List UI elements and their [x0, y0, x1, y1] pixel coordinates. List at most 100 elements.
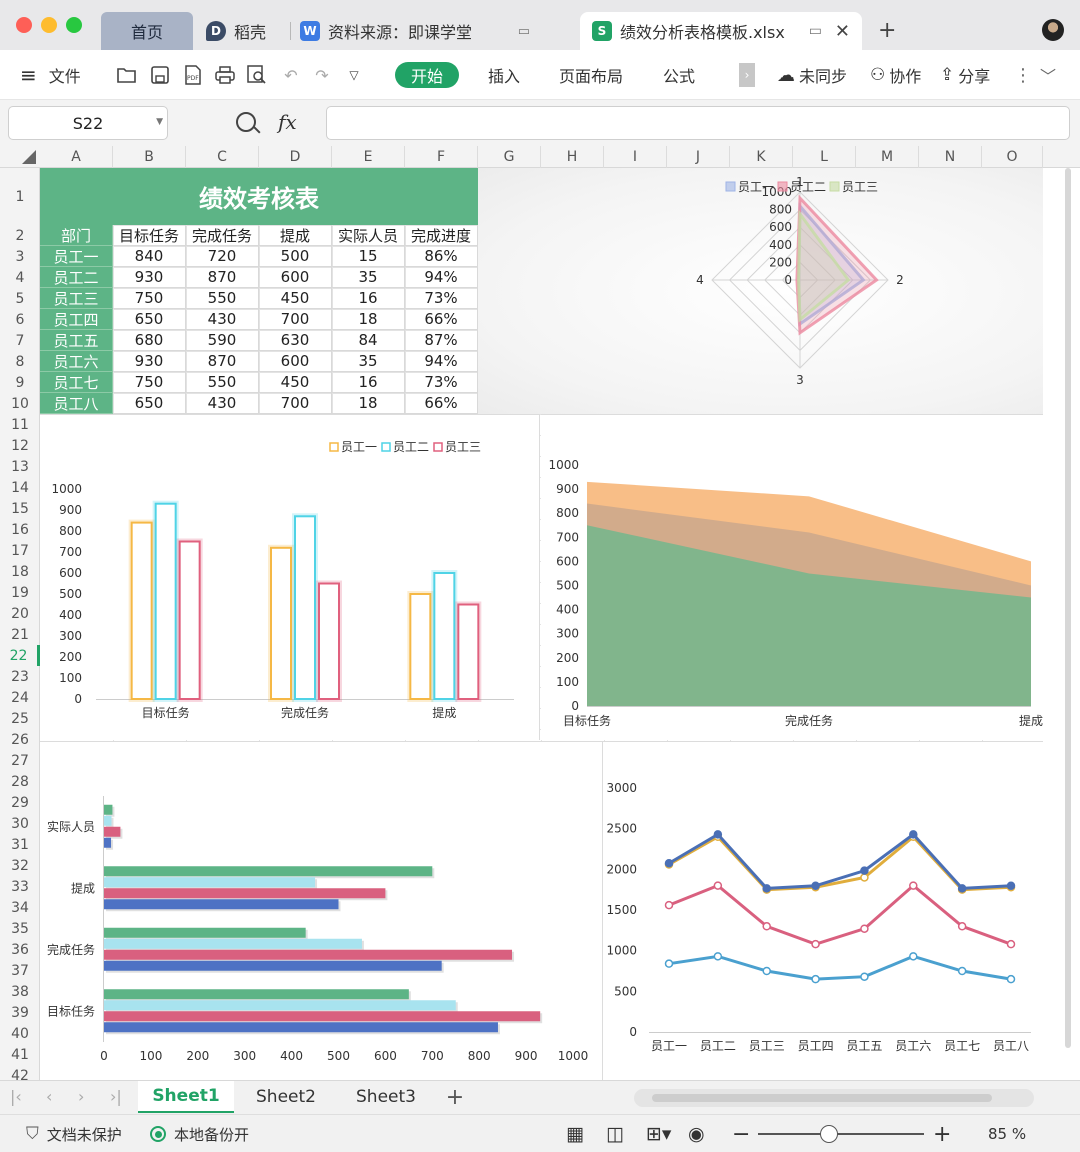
monitor-icon[interactable]: ▭: [808, 23, 822, 39]
name-box[interactable]: S22 ▼: [8, 106, 168, 140]
column-header[interactable]: J: [667, 146, 730, 168]
print-preview-icon[interactable]: [246, 64, 268, 86]
table-cell[interactable]: 66%: [405, 393, 478, 414]
normal-view-icon[interactable]: ▦: [566, 1123, 584, 1145]
tab-home[interactable]: 首页: [101, 12, 193, 50]
row-header[interactable]: 23: [11, 668, 29, 685]
share-button[interactable]: ⇪ 分享: [940, 50, 990, 100]
table-header-cell[interactable]: 目标任务: [113, 225, 186, 246]
table-cell[interactable]: 18: [332, 309, 405, 330]
row-header[interactable]: 1: [15, 188, 25, 205]
column-header[interactable]: O: [982, 146, 1043, 168]
column-chart[interactable]: 0 100 200 300 400 500 600 700 800 900 1000 目标任务 完成任务…: [40, 414, 540, 740]
column-header[interactable]: E: [332, 146, 405, 168]
table-title[interactable]: 绩效考核表: [40, 168, 478, 225]
table-cell[interactable]: 87%: [405, 330, 478, 351]
tab-workbook[interactable]: S 绩效分析表格模板.xlsx ▭ ✕: [580, 12, 862, 50]
row-header[interactable]: 33: [11, 878, 29, 895]
table-cell[interactable]: 650: [113, 393, 186, 414]
tab-page-layout[interactable]: 页面布局: [559, 67, 624, 86]
table-cell[interactable]: 15: [332, 246, 405, 267]
table-header-cell[interactable]: 完成任务: [186, 225, 259, 246]
row-header[interactable]: 35: [11, 920, 29, 937]
row-header[interactable]: 37: [11, 962, 29, 979]
row-header[interactable]: 28: [11, 773, 29, 790]
table-cell[interactable]: 86%: [405, 246, 478, 267]
column-header[interactable]: H: [541, 146, 604, 168]
employee-cell[interactable]: 员工一: [40, 246, 113, 267]
close-window-button[interactable]: [16, 17, 32, 33]
horizontal-scrollbar[interactable]: [634, 1089, 1034, 1107]
table-cell[interactable]: 84: [332, 330, 405, 351]
table-cell[interactable]: 700: [259, 393, 332, 414]
row-header[interactable]: 17: [11, 542, 29, 559]
table-cell[interactable]: 600: [259, 267, 332, 288]
sheet-tab-2[interactable]: Sheet2: [256, 1087, 316, 1107]
table-cell[interactable]: 720: [186, 246, 259, 267]
more-vertical-icon[interactable]: ⋮: [1014, 64, 1032, 86]
row-header[interactable]: 34: [11, 899, 29, 916]
column-header[interactable]: C: [186, 146, 259, 168]
area-chart[interactable]: 0 100 200 300 400 500 600 700 800 900 1000 目标任务 完成任务…: [541, 414, 1043, 740]
table-cell[interactable]: 550: [186, 372, 259, 393]
row-header[interactable]: 11: [11, 416, 29, 433]
sheet-tab-3[interactable]: Sheet3: [356, 1087, 416, 1107]
page-layout-view-icon[interactable]: ◫: [606, 1123, 624, 1145]
worksheet-grid[interactable]: 绩效考核表 部门 目标任务 完成任务 提成 实际人员 完成进度 员工一 840 720 500 15…: [40, 168, 1043, 1080]
vertical-scrollbar[interactable]: [1043, 168, 1080, 1080]
table-cell[interactable]: 450: [259, 288, 332, 309]
table-cell[interactable]: 18: [332, 393, 405, 414]
row-header[interactable]: 9: [15, 374, 25, 391]
column-header[interactable]: A: [40, 146, 113, 168]
table-cell[interactable]: 66%: [405, 309, 478, 330]
table-cell[interactable]: 750: [113, 372, 186, 393]
row-header[interactable]: 7: [15, 332, 25, 349]
eye-protection-icon[interactable]: ◉: [688, 1123, 705, 1145]
formula-input[interactable]: [326, 106, 1070, 140]
employee-cell[interactable]: 员工五: [40, 330, 113, 351]
row-header[interactable]: 39: [11, 1004, 29, 1021]
column-header[interactable]: G: [478, 146, 541, 168]
table-cell[interactable]: 630: [259, 330, 332, 351]
table-header-cell[interactable]: 实际人员: [332, 225, 405, 246]
maximize-window-button[interactable]: [66, 17, 82, 33]
sync-status[interactable]: ☁ 未同步: [777, 50, 847, 100]
table-cell[interactable]: 500: [259, 246, 332, 267]
table-cell[interactable]: 73%: [405, 372, 478, 393]
table-cell[interactable]: 430: [186, 309, 259, 330]
table-cell[interactable]: 450: [259, 372, 332, 393]
table-cell[interactable]: 部门: [40, 225, 113, 246]
table-cell[interactable]: 870: [186, 351, 259, 372]
table-cell[interactable]: 35: [332, 351, 405, 372]
employee-cell[interactable]: 员工四: [40, 309, 113, 330]
print-icon[interactable]: [214, 64, 236, 86]
add-sheet-icon[interactable]: +: [445, 1084, 465, 1110]
tab-formulas[interactable]: 公式: [663, 67, 696, 86]
employee-cell[interactable]: 员工三: [40, 288, 113, 309]
row-header[interactable]: 38: [11, 983, 29, 1000]
column-header[interactable]: F: [405, 146, 478, 168]
horizontal-scroll-thumb[interactable]: [652, 1094, 992, 1102]
row-header[interactable]: 36: [11, 941, 29, 958]
row-header[interactable]: 2: [15, 227, 25, 244]
row-header[interactable]: 22: [0, 645, 40, 666]
zoom-out-button[interactable]: −: [732, 1121, 751, 1147]
row-header[interactable]: 13: [11, 458, 29, 475]
tab-daoke[interactable]: D 稻壳: [200, 12, 290, 50]
tab-start[interactable]: 开始: [395, 62, 459, 88]
row-header[interactable]: 3: [15, 248, 25, 265]
tab-insert[interactable]: 插入: [488, 67, 521, 86]
column-header[interactable]: L: [793, 146, 856, 168]
employee-cell[interactable]: 员工七: [40, 372, 113, 393]
last-sheet-icon[interactable]: ›|: [110, 1087, 122, 1106]
employee-cell[interactable]: 员工六: [40, 351, 113, 372]
zoom-in-button[interactable]: +: [933, 1121, 952, 1147]
close-tab-icon[interactable]: ✕: [834, 20, 850, 42]
collapse-ribbon-chevron-icon[interactable]: ﹀: [1040, 67, 1057, 86]
employee-cell[interactable]: 员工二: [40, 267, 113, 288]
minimize-window-button[interactable]: [41, 17, 57, 33]
employee-cell[interactable]: 员工八: [40, 393, 113, 414]
row-header[interactable]: 14: [11, 479, 29, 496]
row-header[interactable]: 4: [15, 269, 25, 286]
table-cell[interactable]: 680: [113, 330, 186, 351]
